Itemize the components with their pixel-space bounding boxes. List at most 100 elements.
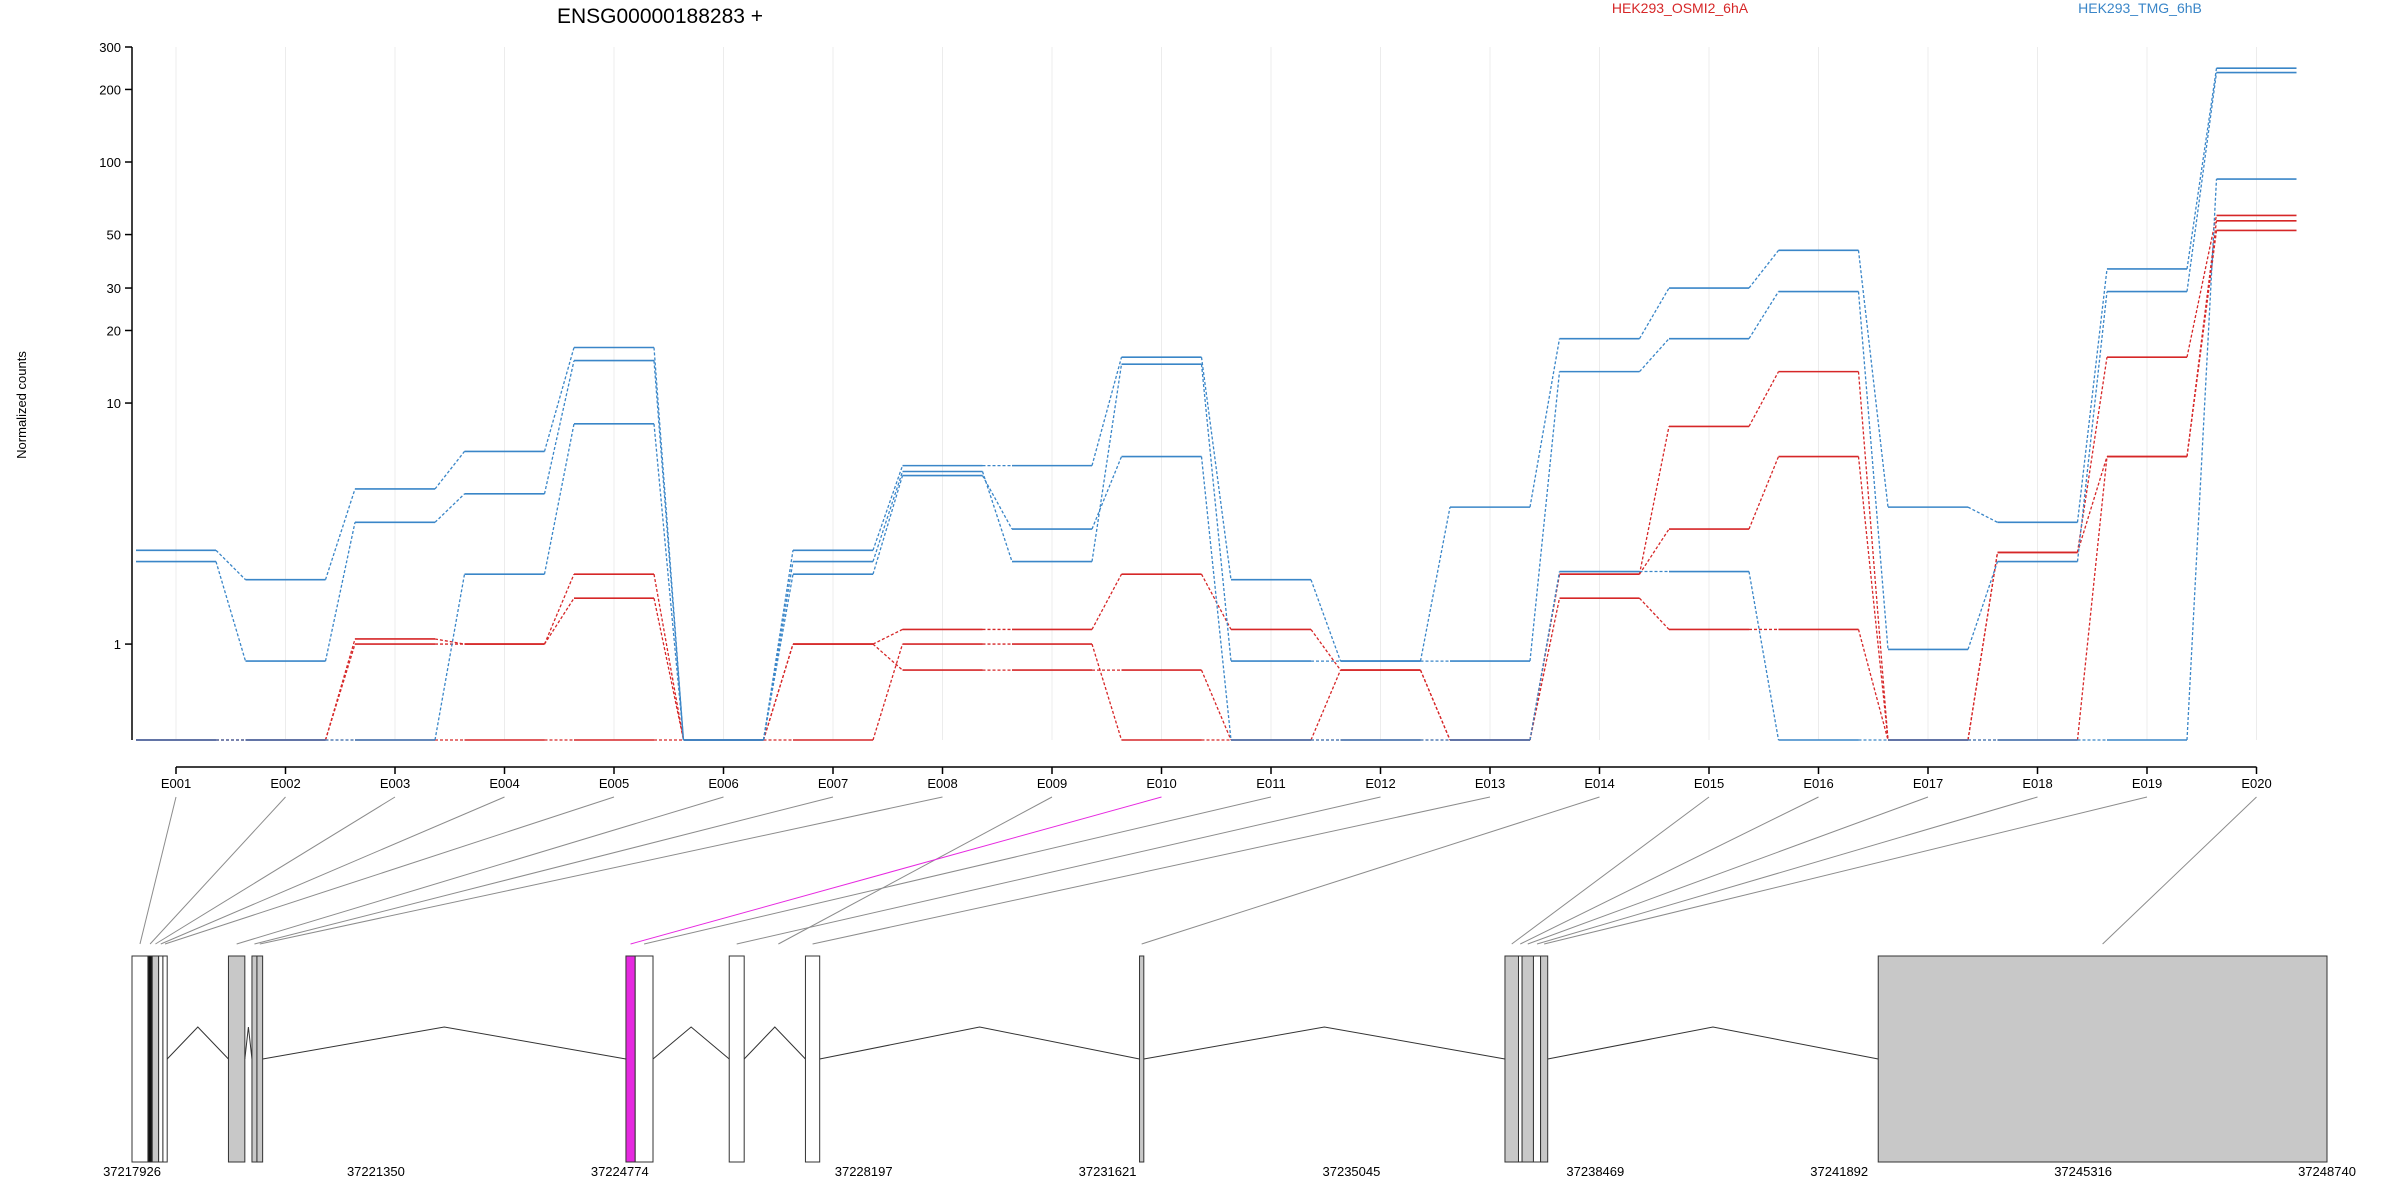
exon-e014 — [1139, 955, 1145, 1163]
series-6-link-19 — [2186, 178, 2218, 741]
series-3 — [136, 229, 2297, 741]
series-4-link-17 — [1967, 506, 1998, 523]
series-1-link-14 — [1638, 426, 1670, 575]
series-4-link-2 — [324, 488, 356, 580]
exon-e017 — [1521, 955, 1534, 1163]
exon-e016 — [1517, 955, 1523, 1163]
y-tick-label-300: 300 — [99, 40, 121, 55]
x-tick-label-e013: E013 — [1475, 776, 1505, 791]
connector-e017 — [1527, 796, 1929, 945]
coord-label-3: 37224774 — [591, 1164, 649, 1179]
chart-title: ENSG00000188283 + — [557, 5, 763, 28]
x-tick-label-e012: E012 — [1365, 776, 1395, 791]
x-tick-label-e010: E010 — [1146, 776, 1176, 791]
connector-e002 — [149, 796, 286, 945]
x-tick-label-e018: E018 — [2022, 776, 2052, 791]
series-6-link-9 — [1091, 456, 1123, 530]
exon-e002 — [147, 955, 153, 1163]
series-5-link-2 — [324, 522, 356, 662]
connector-e009 — [778, 796, 1053, 945]
exon-e006 — [227, 955, 246, 1163]
connector-e008 — [259, 796, 943, 945]
connector-e005 — [164, 796, 615, 945]
exon-e001 — [131, 955, 149, 1163]
series-5-link-5 — [653, 360, 685, 741]
legend-entry-osmi2: HEK293_OSMI2_6hA — [1612, 0, 1749, 16]
series-1-link-5 — [653, 574, 685, 741]
series-2 — [136, 220, 2297, 741]
x-tick-label-e015: E015 — [1694, 776, 1724, 791]
coord-label-5: 37231621 — [1079, 1164, 1137, 1179]
series-6-link-6 — [762, 574, 794, 741]
series-2-link-6 — [762, 643, 794, 741]
series-4-link-7 — [872, 465, 904, 551]
connector-e019 — [1544, 796, 2148, 945]
series-4-link-1 — [215, 549, 246, 581]
series-4-link-18 — [2076, 268, 2108, 523]
series-2-link-7 — [872, 643, 903, 671]
series-5-link-15 — [1748, 291, 1780, 339]
series-3-link-16 — [1857, 456, 1889, 741]
coord-label-1: 37217926 — [103, 1164, 161, 1179]
connector-e003 — [155, 796, 396, 945]
series-6-link-3 — [434, 574, 466, 741]
x-tick-label-e004: E004 — [489, 776, 519, 791]
intron-e014-e015 — [1143, 1026, 1506, 1060]
series-2-link-12 — [1419, 669, 1451, 741]
connector-e018 — [1536, 796, 2038, 945]
series-5-link-17 — [1967, 561, 1999, 650]
exon-e015 — [1504, 955, 1519, 1163]
x-tick-label-e019: E019 — [2132, 776, 2162, 791]
series-5-link-7 — [872, 471, 904, 562]
series-2-link-16 — [1857, 629, 1889, 741]
exon-e013 — [804, 955, 821, 1163]
connector-e011 — [643, 796, 1272, 945]
series-3-link-18 — [2076, 456, 2108, 741]
series-3-link-19 — [2186, 230, 2218, 457]
series-1-link-4 — [543, 573, 575, 645]
series-3-link-7 — [872, 643, 904, 741]
connector-e006 — [236, 796, 724, 945]
series-6-link-15 — [1748, 571, 1780, 741]
series-5 — [136, 71, 2297, 741]
x-tick-label-e003: E003 — [380, 776, 410, 791]
series-4-link-3 — [434, 451, 466, 490]
exon-e004 — [158, 955, 164, 1163]
intron-e019-e020 — [1547, 1026, 1879, 1060]
connector-e012 — [736, 796, 1381, 945]
exon-e010 — [625, 955, 636, 1163]
x-tick-label-e002: E002 — [270, 776, 300, 791]
exon-e005 — [162, 955, 168, 1163]
coord-label-7: 37238469 — [1566, 1164, 1624, 1179]
connector-e020 — [2102, 796, 2257, 945]
exon-e003 — [151, 955, 160, 1163]
series-4-link-6 — [762, 550, 794, 741]
series-2-link-18 — [2076, 456, 2108, 553]
connector-e007 — [254, 796, 834, 945]
series-1-link-3 — [434, 638, 465, 645]
x-tick-label-e001: E001 — [161, 776, 191, 791]
series-4-link-11 — [1310, 579, 1342, 662]
series-6-link-8 — [981, 475, 1013, 530]
series-4 — [136, 67, 2297, 741]
series-1-link-18 — [2076, 357, 2108, 553]
series-5-link-14 — [1639, 338, 1670, 373]
series-1-link-16 — [1857, 371, 1889, 741]
series-3-link-9 — [1091, 643, 1123, 741]
series-2-link-14 — [1639, 597, 1670, 630]
series-6-link-7 — [872, 475, 904, 575]
x-tick-label-e008: E008 — [927, 776, 957, 791]
y-tick-label-100: 100 — [99, 155, 121, 170]
series-2-link-11 — [1310, 669, 1342, 741]
y-tick-label-10: 10 — [107, 396, 121, 411]
exon-e008 — [256, 955, 264, 1163]
exon-e011 — [634, 955, 654, 1163]
series-5-link-9 — [1091, 364, 1123, 562]
exon-e007 — [251, 955, 258, 1163]
series-1 — [136, 214, 2297, 741]
x-tick-label-e017: E017 — [1913, 776, 1943, 791]
y-tick-label-30: 30 — [107, 281, 121, 296]
series-5-link-4 — [543, 360, 575, 494]
y-axis-label: Normalized counts — [14, 351, 29, 459]
